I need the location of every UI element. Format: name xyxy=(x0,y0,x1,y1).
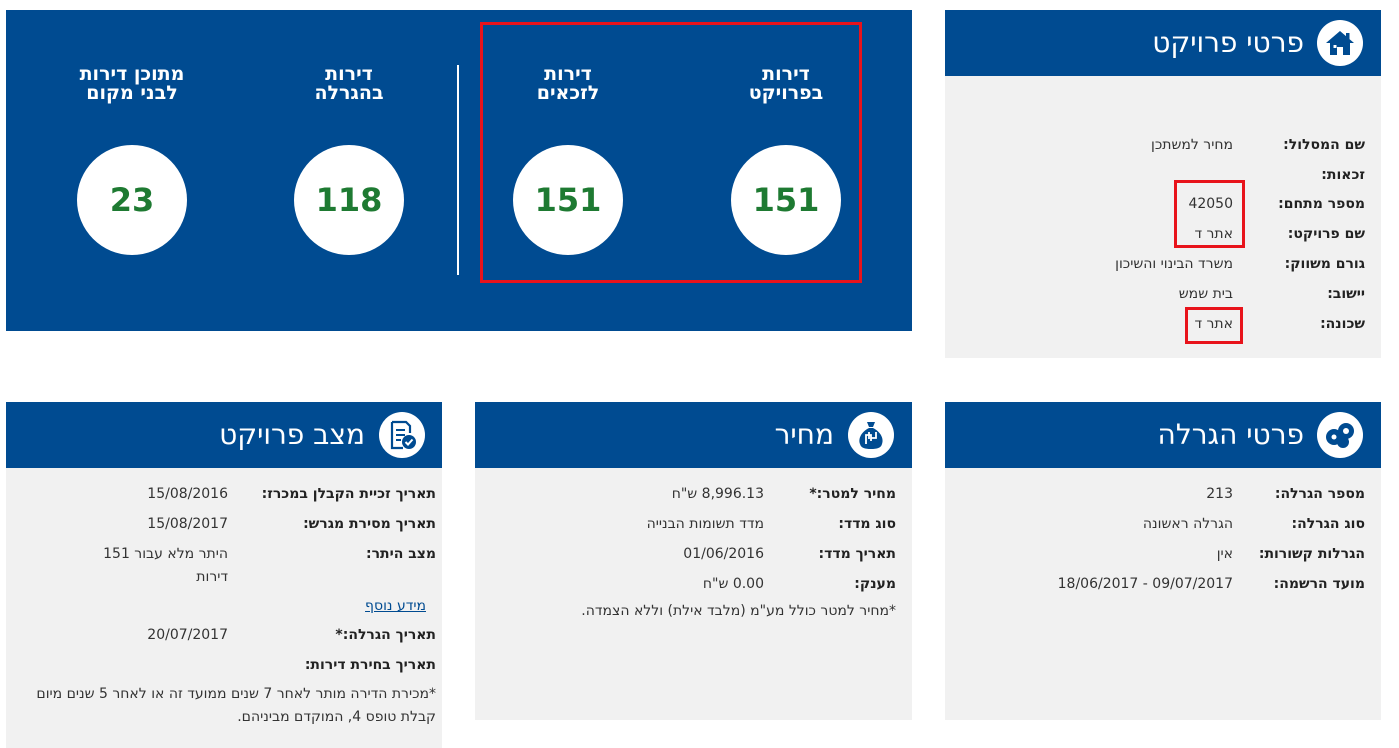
row-label: גורם משווק: xyxy=(1284,256,1365,272)
price-card: מחיר מחיר למטר:* 8,996.13 ש"ח סוג מדד: מ… xyxy=(475,402,912,720)
row-value: 42050 xyxy=(1188,196,1233,212)
row-value: 15/08/2016 xyxy=(147,486,228,502)
row-label: תאריך זכיית הקבלן במכרז: xyxy=(261,486,436,502)
stat-value-circle: 118 xyxy=(294,145,404,255)
document-check-icon xyxy=(379,412,425,458)
project-status-header: מצב פרויקט xyxy=(6,402,442,468)
row-label: תאריך מדד: xyxy=(818,546,896,562)
row-label: יישוב: xyxy=(1327,286,1365,302)
stat-label-line2: לבני מקום xyxy=(86,82,178,104)
stats-divider xyxy=(457,65,459,275)
row-value: אין xyxy=(1216,546,1233,562)
row-label: מועד הרשמה: xyxy=(1273,576,1365,592)
stat-label-line2: לזכאים xyxy=(536,82,600,104)
row-value: מדד תשומות הבנייה xyxy=(646,516,764,532)
card-title: מצב פרויקט xyxy=(219,418,365,451)
resale-note-line1: *מכירת הדירה מותר לאחר 7 שנים ממועד זה א… xyxy=(36,686,436,702)
lottery-balls-icon xyxy=(1317,412,1363,458)
home-icon xyxy=(1317,20,1363,66)
card-title: פרטי הגרלה xyxy=(1157,418,1304,451)
stat-label-line1: דירות xyxy=(544,63,592,85)
project-details-header: פרטי פרויקט xyxy=(945,10,1381,76)
highlight-box-neighborhood xyxy=(1185,307,1243,344)
money-bag-icon xyxy=(848,412,894,458)
row-label: מספר מתחם: xyxy=(1278,196,1365,212)
stat-label-line2: בפרויקט xyxy=(748,82,824,104)
stat-label-line1: מתוכן דירות xyxy=(79,63,185,85)
row-value: 213 xyxy=(1206,486,1233,502)
lottery-details-header: פרטי הגרלה xyxy=(945,402,1381,468)
row-value: משרד הבינוי והשיכון xyxy=(1115,256,1233,272)
row-label: תאריך בחירת דירות: xyxy=(304,657,436,673)
row-label: תאריך מסירת מגרש: xyxy=(303,516,436,532)
resale-note-line2: קבלת טופס 4, המוקדם מביניהם. xyxy=(237,709,436,725)
row-value: היתר מלא עבור 151 xyxy=(103,546,228,562)
apartments-stats-panel: דירות בפרויקט 151 דירות לזכאים 151 דירות… xyxy=(6,10,912,331)
price-header: מחיר xyxy=(475,402,912,468)
stat-label: דירות בפרויקט xyxy=(696,65,876,103)
highlight-box-stats xyxy=(480,22,862,283)
row-value: 09/07/2017 - 18/06/2017 xyxy=(1057,576,1233,592)
stat-value-circle: 151 xyxy=(731,145,841,255)
stat-label-line1: דירות xyxy=(762,63,810,85)
lottery-details-card: פרטי הגרלה מספר הגרלה: 213 סוג הגרלה: הג… xyxy=(945,402,1381,720)
row-value: 15/08/2017 xyxy=(147,516,228,532)
row-label: שכונה: xyxy=(1320,316,1365,332)
row-label: מצב היתר: xyxy=(365,546,436,562)
row-label: זכאות: xyxy=(1321,167,1365,183)
row-label: שם פרויקט: xyxy=(1287,226,1365,242)
stat-label: דירות בהגרלה xyxy=(259,65,439,103)
row-label: מענק: xyxy=(854,576,896,592)
row-value: דירות xyxy=(196,569,228,585)
row-label: סוג הגרלה: xyxy=(1291,516,1365,532)
stat-apartments-for-locals: מתוכן דירות לבני מקום 23 xyxy=(42,10,222,260)
stat-value-circle: 23 xyxy=(77,145,187,255)
stat-label-line1: דירות xyxy=(325,63,373,85)
stat-apartments-in-project: דירות בפרויקט 151 xyxy=(696,10,876,260)
row-value: אתר ד xyxy=(1194,226,1233,242)
stat-label: מתוכן דירות לבני מקום xyxy=(42,65,222,103)
row-label: מחיר למטר:* xyxy=(809,486,896,502)
stat-apartments-for-eligible: דירות לזכאים 151 xyxy=(478,10,658,260)
stat-apartments-in-lottery: דירות בהגרלה 118 xyxy=(259,10,439,260)
row-label: שם המסלול: xyxy=(1283,137,1365,153)
stat-label: דירות לזכאים xyxy=(478,65,658,103)
price-note: *מחיר למטר כולל מע"מ (מלבד אילת) וללא הצ… xyxy=(581,603,896,619)
stat-value-circle: 151 xyxy=(513,145,623,255)
highlight-box-compound xyxy=(1174,180,1245,248)
row-label: תאריך הגרלה:* xyxy=(335,627,436,643)
row-value: 01/06/2016 xyxy=(683,546,764,562)
row-value: אתר ד xyxy=(1194,316,1233,332)
row-value: בית שמש xyxy=(1178,286,1233,302)
stat-label-line2: בהגרלה xyxy=(314,82,384,104)
project-details-card: פרטי פרויקט שם המסלול: מחיר למשתכן זכאות… xyxy=(945,10,1381,358)
row-value: 0.00 ש"ח xyxy=(702,576,764,592)
row-label: סוג מדד: xyxy=(838,516,896,532)
resale-note: *מכירת הדירה מותר לאחר 7 שנים ממועד זה א… xyxy=(16,683,436,729)
row-value: הגרלה ראשונה xyxy=(1142,516,1233,532)
row-label: מספר הגרלה: xyxy=(1274,486,1365,502)
row-value: מחיר למשתכן xyxy=(1151,137,1233,153)
project-status-card: מצב פרויקט תאריך זכיית הקבלן במכרז: 15/0… xyxy=(6,402,442,748)
row-value: 20/07/2017 xyxy=(147,627,228,643)
row-label: הגרלות קשורות: xyxy=(1258,546,1365,562)
more-info-link[interactable]: מידע נוסף xyxy=(365,598,426,614)
card-title: פרטי פרויקט xyxy=(1152,26,1304,59)
card-title: מחיר xyxy=(774,418,834,451)
row-value: 8,996.13 ש"ח xyxy=(671,486,764,502)
